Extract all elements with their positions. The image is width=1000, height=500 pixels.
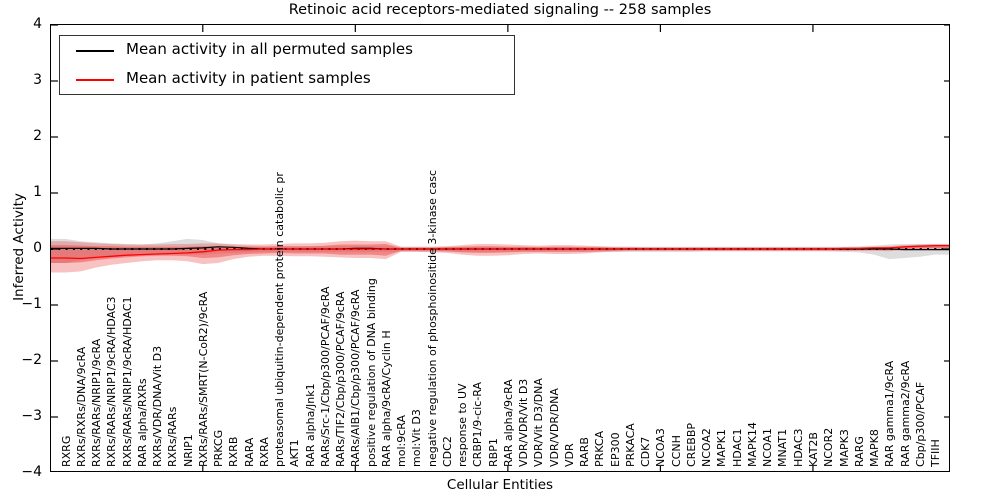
x-tick-label: mol:9cRA bbox=[395, 415, 409, 467]
y-tick-label: −3 bbox=[21, 408, 42, 424]
x-tick-label: RXRB bbox=[227, 436, 241, 467]
x-tick-label: RAR alpha/RXRs bbox=[135, 378, 149, 467]
x-tick-label: MAPK1 bbox=[715, 429, 729, 467]
x-tick-label: RAR alpha/9cRA/Cyclin H bbox=[379, 330, 393, 467]
x-tick-label: MAPK8 bbox=[868, 429, 881, 467]
plot-area: RXRG RXRs/RXRs/DNA/9cRA RXRs/RARs/NRIP1/9c… bbox=[50, 24, 950, 472]
x-tick-label: PRKACA bbox=[623, 423, 637, 467]
legend-label-patient: Mean activity in patient samples bbox=[126, 69, 371, 87]
x-tick-label: RXRs/RARs/NRIP1/9cRA bbox=[90, 338, 103, 467]
x-tick-label: RBP1 bbox=[486, 438, 500, 467]
x-tick-label: RARB bbox=[578, 437, 592, 467]
x-tick-label: NCOA3 bbox=[654, 428, 668, 467]
x-tick-label: NRIP1 bbox=[181, 434, 195, 467]
x-tick-label: RAR gamma2/9cRA bbox=[898, 360, 912, 467]
x-tick-label: HDAC1 bbox=[730, 428, 744, 467]
legend-label-permuted: Mean activity in all permuted samples bbox=[126, 40, 413, 58]
x-tick-label: RXRs/RARs/NRIP1/9cRA/HDAC1 bbox=[120, 296, 134, 467]
x-tick-label: positive regulation of DNA binding bbox=[364, 278, 378, 467]
legend-item-patient: Mean activity in patient samples bbox=[60, 66, 514, 94]
x-tick-label: PRKCA bbox=[593, 430, 607, 467]
x-tick-label: TFIIH bbox=[929, 439, 942, 467]
legend-item-permuted: Mean activity in all permuted samples bbox=[60, 37, 514, 65]
x-tick-label: VDR/VDR/Vit D3 bbox=[517, 378, 531, 467]
x-tick-label: RXRs/RARs/NRIP1/9cRA/HDAC3 bbox=[105, 296, 119, 467]
x-tick-label: CDK7 bbox=[639, 436, 653, 467]
x-tick-label: HDAC3 bbox=[791, 428, 805, 467]
x-tick-label: response to UV bbox=[456, 383, 470, 467]
x-tick-label: RARs/TIF2/Cbp/p300/PCAF/9cRA bbox=[334, 291, 348, 467]
x-tick-label: RXRA bbox=[257, 437, 271, 467]
x-tick-label: RARs/Src-1/Cbp/p300/PCAF/9cRA bbox=[318, 286, 332, 467]
x-tick-label: negative regulation of phosphoinositide … bbox=[425, 170, 439, 467]
x-tick-label: mol:Vit D3 bbox=[410, 409, 424, 467]
x-tick-label: RXRG bbox=[59, 435, 73, 467]
y-axis-tick-labels: 4 3 2 1 0 −1 −2 −3 −4 bbox=[0, 16, 46, 480]
x-tick-label: VDR/Vit D3/DNA bbox=[532, 378, 546, 467]
x-tick-label: VDR/VDR/DNA bbox=[547, 388, 561, 467]
legend: Mean activity in all permuted samples Me… bbox=[59, 35, 515, 95]
x-tick-label: NCOR2 bbox=[822, 427, 836, 467]
x-tick-label: KAT2B bbox=[806, 432, 820, 467]
legend-line-permuted-icon bbox=[76, 50, 114, 52]
x-tick-label: MNAT1 bbox=[776, 428, 790, 467]
legend-line-patient-icon bbox=[76, 79, 114, 81]
y-tick-label: −2 bbox=[21, 352, 42, 368]
x-tick-label: proteasomal ubiquitin-dependent protein … bbox=[273, 172, 287, 467]
x-tick-label: Cbp/p300/PCAF bbox=[913, 381, 927, 467]
x-tick-label: RXRs/VDR/DNA/Vit D3 bbox=[151, 345, 164, 467]
x-tick-label: NCOA1 bbox=[761, 428, 775, 467]
x-tick-label: CDC2 bbox=[440, 436, 454, 467]
y-tick-label: 0 bbox=[33, 240, 42, 256]
x-tick-label: EP300 bbox=[608, 432, 622, 467]
x-tick-label: RAR alpha/9cRA bbox=[501, 379, 515, 467]
x-tick-label: CRBP1/9-cic-RA bbox=[471, 381, 485, 467]
x-tick-label: RXRs/RARs/SMRT(N-CoR2)/9cRA bbox=[196, 291, 210, 467]
y-tick-label: 2 bbox=[33, 128, 42, 144]
x-tick-label: RAR alpha/Jnk1 bbox=[303, 383, 317, 467]
y-tick-label: 4 bbox=[33, 16, 42, 32]
x-tick-label: NCOA2 bbox=[700, 428, 714, 467]
x-tick-label: RXRs/RXRs/DNA/9cRA bbox=[74, 346, 88, 467]
x-tick-label: RARG bbox=[852, 436, 866, 467]
x-tick-label: CREBBP bbox=[684, 423, 698, 467]
x-tick-label: RARA bbox=[242, 437, 256, 467]
x-tick-label: PRKCG bbox=[212, 429, 225, 467]
x-tick-label: CCNH bbox=[669, 435, 683, 467]
x-tick-label: MAPK3 bbox=[837, 429, 851, 467]
x-tick-label: RAR gamma1/9cRA bbox=[883, 360, 897, 467]
x-tick-label: AKT1 bbox=[288, 439, 302, 467]
y-tick-label: 1 bbox=[33, 184, 42, 200]
x-axis-label: Cellular Entities bbox=[446, 477, 554, 493]
y-tick-label: −1 bbox=[21, 296, 42, 312]
x-tick-label: RXRs/RARs bbox=[166, 406, 180, 467]
chart-canvas bbox=[51, 25, 949, 471]
x-tick-label: RARs/AIB1/Cbp/p300/PCAF/9cRA bbox=[349, 289, 363, 468]
y-tick-label: 3 bbox=[33, 72, 42, 88]
x-tick-label: MAPK14 bbox=[745, 422, 759, 467]
y-tick-label: −4 bbox=[21, 464, 42, 480]
chart-title: Retinoic acid receptors-mediated signali… bbox=[288, 2, 712, 18]
x-tick-label: VDR bbox=[562, 443, 576, 467]
